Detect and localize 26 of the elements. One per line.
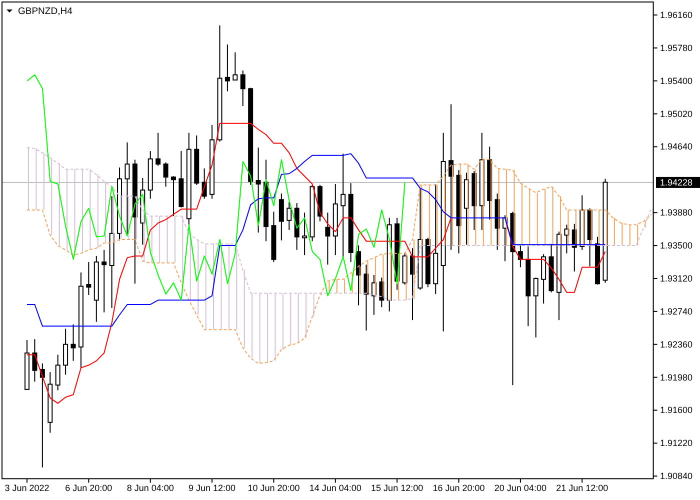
y-tick-label: 1.93500 xyxy=(660,240,693,251)
ref-line-label: 1.94228 xyxy=(660,177,693,188)
y-tick-label: 1.92360 xyxy=(660,339,693,350)
x-tick-label: 21 Jun 12:00 xyxy=(556,483,608,493)
y-tick-label: 1.93120 xyxy=(660,273,693,284)
x-tick-label: 3 Jun 2022 xyxy=(4,483,50,493)
x-tick-label: 15 Jun 12:00 xyxy=(371,483,424,493)
x-tick-label: 6 Jun 20:00 xyxy=(65,483,112,493)
y-tick-label: 1.93880 xyxy=(660,208,693,218)
x-tick-label: 16 Jun 20:00 xyxy=(432,483,485,493)
x-tick-label: 10 Jun 20:00 xyxy=(248,483,300,493)
y-tick-label: 1.95780 xyxy=(660,42,693,53)
x-tick-label: 9 Jun 12:00 xyxy=(188,483,236,493)
x-tick-label: 20 Jun 04:00 xyxy=(494,483,546,493)
x-tick-label: 8 Jun 04:00 xyxy=(126,483,174,493)
y-tick-label: 1.91600 xyxy=(660,405,693,416)
y-tick-label: 1.91980 xyxy=(660,372,693,382)
y-tick-label: 1.96160 xyxy=(660,10,693,20)
y-tick-label: 1.92740 xyxy=(660,306,693,316)
y-tick-label: 1.94640 xyxy=(660,142,693,152)
y-tick-label: 1.91220 xyxy=(660,438,693,448)
text: GBPNZD,H4 xyxy=(18,6,72,17)
y-tick-label: 1.95400 xyxy=(660,76,693,86)
x-tick-label: 14 Jun 04:00 xyxy=(309,483,362,493)
y-tick-label: 1.90840 xyxy=(660,471,693,482)
y-tick-label: 1.95020 xyxy=(660,108,693,119)
